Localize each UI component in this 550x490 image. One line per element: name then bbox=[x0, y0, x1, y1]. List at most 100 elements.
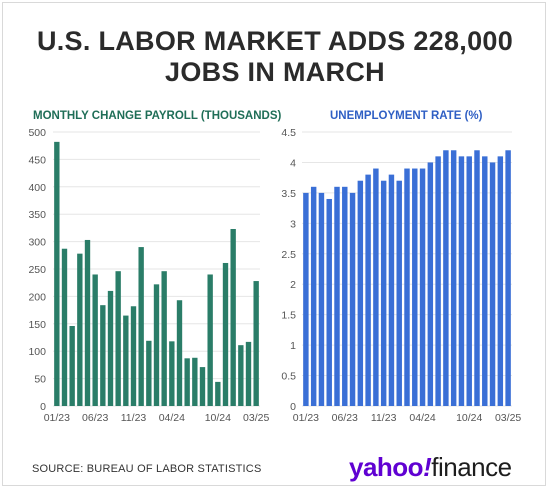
bar-02-23 bbox=[61, 248, 68, 406]
bar-08-24 bbox=[199, 367, 206, 406]
payroll-x-axis: 01/23 06/23 11/23 04/24 10/24 03/25 bbox=[44, 412, 270, 424]
y-tick-label: 3.5 bbox=[281, 188, 296, 200]
x-tick-label: 01/23 bbox=[293, 412, 319, 424]
x-tick-label: 06/23 bbox=[82, 412, 108, 424]
bar-06-23 bbox=[92, 274, 98, 406]
bar-01-24 bbox=[146, 340, 152, 406]
bar-10-24 bbox=[215, 381, 221, 406]
y-tick-label: 500 bbox=[28, 127, 46, 139]
bar-06-24 bbox=[435, 156, 441, 406]
yahoo-finance-logo: yahoo!finance bbox=[349, 453, 512, 481]
bar-02-24 bbox=[404, 168, 410, 406]
bar-10-24 bbox=[466, 156, 472, 406]
bar-02-25 bbox=[245, 341, 252, 406]
y-tick-label: 450 bbox=[28, 154, 46, 166]
chart-title: U.S. LABOR MARKET ADDS 228,000 JOBS IN M… bbox=[0, 26, 550, 88]
payroll-y-axis: 0 50 100 150 200 250 300 350 400 450 500 bbox=[28, 127, 46, 413]
bar-07-23 bbox=[349, 192, 356, 406]
bar-11-24 bbox=[222, 262, 229, 406]
y-tick-label: 1.5 bbox=[281, 310, 296, 322]
y-tick-label: 100 bbox=[28, 346, 46, 358]
bar-11-23 bbox=[130, 306, 137, 406]
unemployment-chart-title: UNEMPLOYMENT RATE (%) bbox=[330, 110, 483, 122]
y-tick-label: 2 bbox=[290, 279, 296, 291]
chart-frame bbox=[2, 2, 546, 486]
bar-01-24 bbox=[396, 180, 402, 406]
bar-05-23 bbox=[334, 186, 340, 406]
bar-11-23 bbox=[380, 180, 387, 406]
bar-08-23 bbox=[107, 290, 114, 406]
y-tick-label: 4 bbox=[290, 157, 296, 169]
bar-12-24 bbox=[482, 156, 488, 406]
bar-06-23 bbox=[342, 186, 348, 406]
bar-01-25 bbox=[489, 162, 496, 406]
bar-08-24 bbox=[450, 150, 457, 406]
bar-09-23 bbox=[365, 174, 371, 406]
bar-01-23 bbox=[54, 141, 60, 406]
unemployment-x-axis: 01/23 06/23 11/23 04/24 10/24 03/25 bbox=[293, 412, 522, 424]
x-tick-label: 03/25 bbox=[243, 412, 269, 424]
x-tick-label: 10/24 bbox=[205, 412, 231, 424]
bar-06-24 bbox=[184, 358, 190, 406]
unemployment-chart: UNEMPLOYMENT RATE (%) 0 0.5 1 1.5 2 2.5 3 3.5 4 4… bbox=[281, 110, 521, 424]
bar-03-23 bbox=[318, 192, 325, 406]
x-tick-label: 03/25 bbox=[495, 412, 521, 424]
bar-12-24 bbox=[230, 228, 236, 406]
y-tick-label: 200 bbox=[28, 291, 46, 303]
bar-02-25 bbox=[497, 156, 504, 406]
bar-09-24 bbox=[458, 156, 465, 406]
bar-01-25 bbox=[238, 345, 244, 406]
bar-02-23 bbox=[310, 186, 317, 406]
title-line-2: JOBS IN MARCH bbox=[165, 57, 385, 87]
x-tick-label: 04/24 bbox=[409, 412, 435, 424]
bar-10-23 bbox=[373, 168, 379, 406]
bar-07-24 bbox=[192, 357, 198, 406]
payroll-bars bbox=[54, 141, 259, 406]
bar-09-24 bbox=[207, 274, 213, 406]
bar-03-24 bbox=[412, 168, 418, 406]
bar-03-25 bbox=[253, 281, 259, 406]
y-tick-label: 250 bbox=[28, 264, 46, 276]
payroll-chart: MONTHLY CHANGE PAYROLL (THOUSANDS) 0 50 10… bbox=[28, 110, 281, 424]
bar-03-23 bbox=[69, 325, 75, 406]
unemployment-bars bbox=[303, 150, 511, 406]
bar-12-23 bbox=[138, 247, 144, 406]
y-tick-label: 0 bbox=[290, 401, 296, 413]
bar-05-24 bbox=[176, 300, 183, 406]
y-tick-label: 350 bbox=[28, 209, 46, 221]
y-tick-label: 2.5 bbox=[281, 249, 296, 261]
bar-05-24 bbox=[427, 162, 434, 406]
x-tick-label: 01/23 bbox=[44, 412, 70, 424]
x-tick-label: 04/24 bbox=[159, 412, 185, 424]
y-tick-label: 0.5 bbox=[281, 371, 296, 383]
bar-03-25 bbox=[505, 150, 511, 406]
bar-03-24 bbox=[161, 271, 167, 406]
bar-07-24 bbox=[443, 150, 449, 406]
y-tick-label: 300 bbox=[28, 237, 46, 249]
y-tick-label: 150 bbox=[28, 319, 46, 331]
y-tick-label: 0 bbox=[40, 401, 46, 413]
x-tick-label: 06/23 bbox=[332, 412, 358, 424]
bar-04-23 bbox=[326, 198, 332, 406]
y-tick-label: 1 bbox=[290, 340, 296, 352]
bar-04-23 bbox=[77, 253, 83, 406]
unemployment-y-axis: 0 0.5 1 1.5 2 2.5 3 3.5 4 4.5 bbox=[281, 127, 296, 413]
logo-yahoo: yahoo bbox=[349, 452, 424, 482]
logo-bang: ! bbox=[423, 452, 432, 482]
bar-01-23 bbox=[303, 192, 309, 406]
y-tick-label: 3 bbox=[290, 218, 296, 230]
x-tick-label: 10/24 bbox=[456, 412, 482, 424]
bar-10-23 bbox=[123, 315, 129, 406]
x-tick-label: 11/23 bbox=[121, 412, 147, 424]
payroll-chart-title: MONTHLY CHANGE PAYROLL (THOUSANDS) bbox=[33, 110, 282, 122]
bar-08-23 bbox=[357, 180, 364, 406]
source-note: SOURCE: BUREAU OF LABOR STATISTICS bbox=[32, 463, 262, 475]
x-tick-label: 11/23 bbox=[371, 412, 397, 424]
logo-finance: finance bbox=[431, 452, 512, 482]
y-tick-label: 400 bbox=[28, 182, 46, 194]
y-tick-label: 50 bbox=[34, 374, 46, 386]
bar-11-24 bbox=[474, 150, 480, 406]
bar-04-24 bbox=[169, 341, 175, 406]
y-tick-label: 4.5 bbox=[281, 127, 296, 139]
